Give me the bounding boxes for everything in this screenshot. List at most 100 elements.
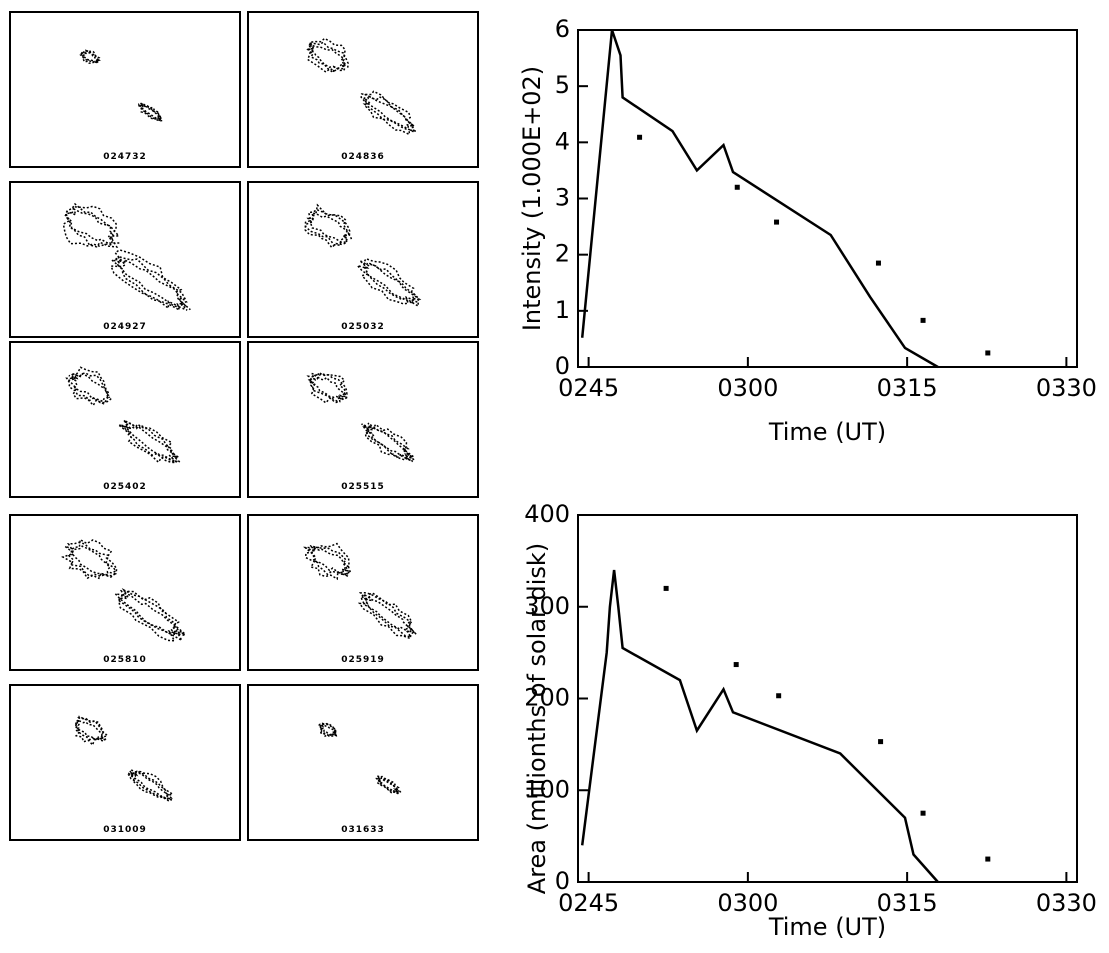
contour: [74, 717, 105, 741]
plot-frame: [577, 514, 1078, 883]
y-tick-label: 300: [524, 592, 570, 620]
contour: [360, 257, 422, 305]
data-point: [734, 184, 740, 190]
contour: [357, 592, 415, 640]
x-tick-label: 0330: [1036, 889, 1097, 917]
x-tick-label: 0300: [717, 374, 778, 402]
panel-label: 024732: [103, 152, 147, 162]
x-axis-label: Time (UT): [768, 418, 886, 446]
image-panel: [9, 514, 241, 671]
contour: [64, 545, 117, 576]
contour: [319, 724, 339, 737]
contour: [73, 719, 106, 741]
contour: [129, 770, 173, 802]
data-line: [580, 569, 939, 883]
contour: [123, 425, 182, 464]
contour: [304, 208, 351, 247]
data-point: [733, 662, 739, 668]
contour: [304, 203, 350, 249]
contour: [62, 205, 120, 247]
image-panel: [247, 11, 479, 168]
contour: [306, 212, 353, 244]
contour: [355, 259, 420, 306]
panel-label: 025919: [341, 655, 385, 665]
contour: [362, 425, 414, 462]
x-tick-label: 0245: [558, 889, 619, 917]
data-point: [875, 260, 881, 266]
panel-label: 024927: [103, 322, 147, 332]
contour: [306, 41, 346, 74]
contour: [362, 423, 415, 461]
contour: [304, 542, 352, 581]
contour: [67, 541, 116, 578]
x-axis-label: Time (UT): [768, 913, 886, 941]
y-tick-label: 5: [555, 71, 570, 99]
y-tick-label: 6: [555, 15, 570, 43]
y-tick-label: 0: [555, 867, 570, 895]
y-tick-label: 200: [524, 684, 570, 712]
contour: [113, 592, 181, 636]
contour: [306, 373, 348, 402]
data-point: [920, 810, 926, 816]
image-panel: [9, 181, 241, 338]
contour: [309, 372, 348, 404]
contour: [138, 102, 163, 122]
contour: [360, 593, 417, 635]
y-tick-label: 3: [555, 184, 570, 212]
contour: [307, 42, 349, 72]
contour: [127, 770, 175, 800]
y-axis-label: Intensity (1.000E+02): [518, 66, 546, 331]
contour: [68, 372, 110, 403]
contour: [303, 546, 350, 577]
panel-label: 025032: [341, 322, 385, 332]
image-panel: [9, 11, 241, 168]
contour: [120, 420, 178, 464]
y-axis-label: Area (millionths of solar disk): [523, 543, 551, 894]
contour: [114, 257, 191, 311]
panel-label: 024836: [341, 152, 385, 162]
x-tick-label: 0245: [558, 374, 619, 402]
contour: [109, 249, 188, 310]
y-tick-label: 0: [555, 352, 570, 380]
contour: [365, 261, 419, 308]
image-panel: [247, 341, 479, 498]
contour: [361, 422, 415, 463]
y-tick-label: 2: [555, 240, 570, 268]
x-tick-label: 0330: [1036, 374, 1097, 402]
panel-label: 031009: [103, 825, 147, 835]
data-point: [663, 585, 669, 591]
contour: [305, 545, 350, 576]
plot-frame: [577, 29, 1078, 368]
data-point: [637, 134, 643, 140]
contour: [127, 768, 170, 800]
data-point: [985, 350, 991, 356]
contour: [64, 202, 119, 248]
y-tick-label: 1: [555, 296, 570, 324]
contour: [362, 94, 416, 130]
panel-label: 025810: [103, 655, 147, 665]
data-point: [776, 693, 782, 699]
x-tick-label: 0300: [717, 889, 778, 917]
contour: [377, 777, 400, 795]
contour: [118, 589, 186, 642]
contour: [375, 775, 402, 795]
image-panel: [9, 684, 241, 841]
contour: [360, 90, 417, 136]
panel-label: 025402: [103, 482, 147, 492]
contour: [80, 51, 100, 64]
contour: [358, 591, 417, 638]
data-point: [774, 219, 780, 225]
contour: [307, 371, 348, 402]
contour: [116, 588, 186, 643]
panel-label: 025515: [341, 482, 385, 492]
contour: [111, 255, 188, 312]
data-point: [878, 739, 884, 745]
contour: [139, 103, 163, 121]
image-panel: [247, 514, 479, 671]
data-line: [580, 29, 939, 369]
contour: [61, 538, 118, 580]
contour: [318, 723, 337, 737]
y-tick-label: 100: [524, 775, 570, 803]
